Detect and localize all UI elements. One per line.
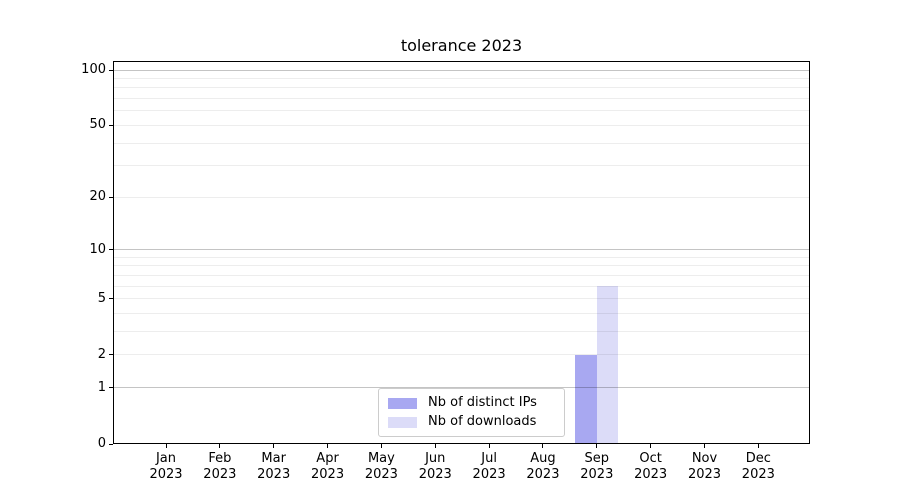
y-tick-mark-1 xyxy=(109,387,113,389)
minor-gridline-8 xyxy=(114,265,809,267)
minor-gridline-9 xyxy=(114,256,809,258)
y-tick-label-5: 5 xyxy=(97,290,106,306)
x-tick-mark-feb xyxy=(219,444,221,448)
x-tick-year: 2023 xyxy=(472,467,506,482)
x-tick-label-aug: Aug 2023 xyxy=(511,451,575,483)
x-tick-mark-oct xyxy=(650,444,652,448)
x-tick-label-jul: Jul 2023 xyxy=(457,451,521,483)
y-tick-label-50: 50 xyxy=(89,117,106,133)
minor-gridline-40 xyxy=(114,142,809,144)
x-tick-mark-jan xyxy=(165,444,167,448)
x-tick-label-nov: Nov 2023 xyxy=(673,451,737,483)
minor-gridline-80 xyxy=(114,87,809,89)
minor-gridline-7 xyxy=(114,275,809,277)
legend-label-distinct-ips: Nb of distinct IPs xyxy=(428,395,537,410)
y-tick-label-10: 10 xyxy=(89,241,106,257)
x-tick-mark-apr xyxy=(327,444,329,448)
x-tick-mark-jul xyxy=(488,444,490,448)
x-tick-label-may: May 2023 xyxy=(349,451,413,483)
x-tick-month: Sep xyxy=(584,451,610,466)
y-tick-label-20: 20 xyxy=(89,189,106,205)
y-tick-mark-20 xyxy=(109,196,113,198)
x-tick-month: Oct xyxy=(639,451,662,466)
legend: Nb of distinct IPs Nb of downloads xyxy=(378,388,565,437)
y-tick-mark-10 xyxy=(109,249,113,251)
x-tick-label-jan: Jan 2023 xyxy=(134,451,198,483)
minor-gridline-6 xyxy=(114,285,809,287)
minor-gridline-4 xyxy=(114,313,809,315)
x-tick-month: Dec xyxy=(745,451,771,466)
x-tick-year: 2023 xyxy=(741,467,775,482)
x-tick-year: 2023 xyxy=(580,467,614,482)
y-tick-mark-2 xyxy=(109,354,113,356)
major-gridline-1 xyxy=(114,387,809,389)
x-tick-mark-dec xyxy=(757,444,759,448)
x-tick-year: 2023 xyxy=(418,467,452,482)
x-tick-mark-mar xyxy=(273,444,275,448)
legend-swatch-downloads-icon xyxy=(388,416,417,428)
x-tick-month: Apr xyxy=(316,451,339,466)
x-tick-year: 2023 xyxy=(687,467,722,482)
x-tick-label-dec: Dec 2023 xyxy=(726,451,790,483)
minor-gridline-70 xyxy=(114,98,809,100)
x-tick-label-mar: Mar 2023 xyxy=(242,451,306,483)
x-tick-mark-aug xyxy=(542,444,544,448)
x-tick-year: 2023 xyxy=(257,467,291,482)
minor-gridline-60 xyxy=(114,110,809,112)
y-tick-label-0: 0 xyxy=(97,436,106,451)
minor-gridline-50 xyxy=(114,124,809,126)
x-tick-year: 2023 xyxy=(203,467,237,482)
y-tick-label-1: 1 xyxy=(97,379,106,395)
x-tick-label-jun: Jun 2023 xyxy=(403,451,467,483)
x-tick-label-sep: Sep 2023 xyxy=(565,451,629,483)
x-tick-month: Jun xyxy=(425,451,446,466)
minor-gridline-90 xyxy=(114,78,809,80)
minor-gridline-2 xyxy=(114,354,809,356)
minor-gridline-5 xyxy=(114,298,809,300)
y-tick-mark-5 xyxy=(109,298,113,300)
major-gridline-100 xyxy=(114,69,809,71)
y-tick-label-100: 100 xyxy=(81,62,106,78)
major-gridline-10 xyxy=(114,249,809,251)
x-tick-month: Mar xyxy=(261,451,286,466)
x-tick-label-apr: Apr 2023 xyxy=(296,451,360,483)
x-tick-label-feb: Feb 2023 xyxy=(188,451,252,483)
chart-title: tolerance 2023 xyxy=(400,36,523,55)
x-tick-year: 2023 xyxy=(526,467,560,482)
legend-item-downloads: Nb of downloads xyxy=(388,414,555,430)
y-tick-mark-0 xyxy=(109,443,113,445)
x-tick-month: Feb xyxy=(208,451,232,466)
legend-swatch-distinct-ips-icon xyxy=(388,397,417,409)
y-tick-mark-50 xyxy=(109,124,113,126)
x-tick-year: 2023 xyxy=(634,467,668,482)
x-tick-month: Jul xyxy=(481,451,497,466)
minor-gridline-20 xyxy=(114,196,809,198)
x-tick-year: 2023 xyxy=(364,467,398,482)
x-tick-mark-nov xyxy=(704,444,705,448)
x-tick-month: Aug xyxy=(530,451,556,466)
legend-label-downloads: Nb of downloads xyxy=(428,414,537,429)
x-tick-label-oct: Oct 2023 xyxy=(619,451,683,483)
y-tick-mark-100 xyxy=(109,69,113,71)
x-tick-year: 2023 xyxy=(311,467,345,482)
y-tick-label-2: 2 xyxy=(97,346,106,362)
x-tick-year: 2023 xyxy=(149,467,183,482)
x-tick-month: May xyxy=(367,451,395,466)
x-tick-mark-may xyxy=(380,444,382,448)
minor-gridline-3 xyxy=(114,331,809,333)
x-tick-mark-jun xyxy=(434,444,436,448)
minor-gridline-30 xyxy=(114,165,809,167)
bar-downloads-sep xyxy=(596,286,618,444)
bar-distinct-ips-sep xyxy=(574,354,597,444)
x-tick-month: Nov xyxy=(691,451,718,466)
x-tick-mark-sep xyxy=(596,444,598,448)
x-tick-month: Jan xyxy=(155,451,177,466)
legend-item-distinct-ips: Nb of distinct IPs xyxy=(388,395,555,411)
